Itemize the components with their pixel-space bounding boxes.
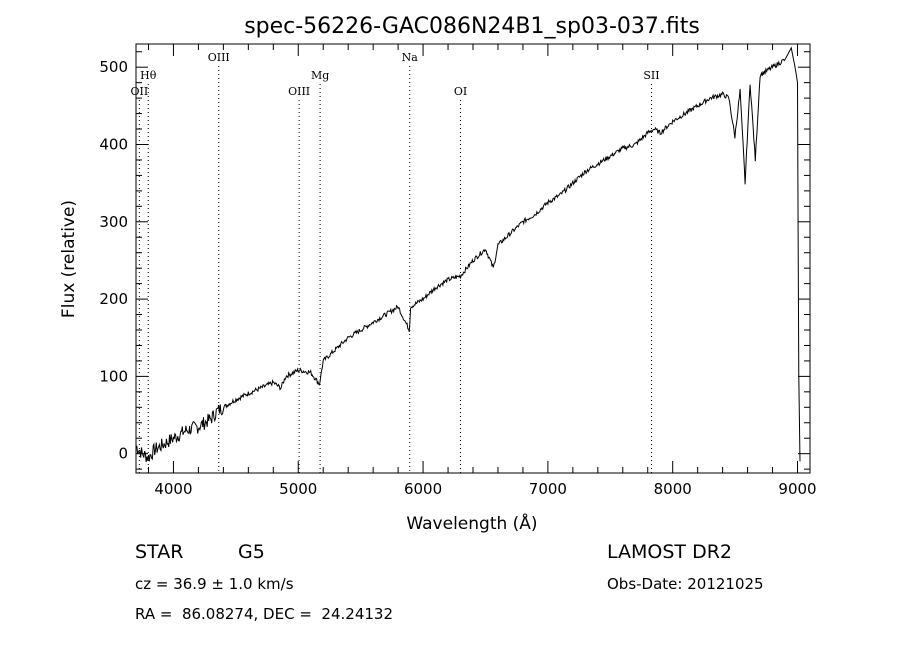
chart-title: spec-56226-GAC086N24B1_sp03-037.fits bbox=[244, 14, 700, 39]
x-axis-label: Wavelength (Å) bbox=[406, 512, 537, 534]
x-tick-label: 7000 bbox=[529, 480, 567, 498]
spectral-line-label: OIII bbox=[208, 51, 230, 64]
object-subclass: G5 bbox=[238, 541, 265, 563]
y-tick-label: 400 bbox=[99, 135, 128, 153]
spectral-line-label: OI bbox=[454, 85, 467, 98]
y-axis-label: Flux (relative) bbox=[59, 200, 79, 318]
plot-area: 4000 5000 6000 7000 8000 9000 0 100 200 300 400 500… bbox=[99, 43, 817, 498]
coordinates: RA = 86.08274, DEC = 24.24132 bbox=[135, 605, 394, 623]
spectral-line-label: OII bbox=[131, 85, 149, 98]
plot-frame bbox=[135, 43, 811, 474]
redshift-info: cz = 36.9 ± 1.0 km/s bbox=[135, 575, 294, 593]
spectral-line-label: Hθ bbox=[140, 69, 157, 82]
y-tick-label: 300 bbox=[99, 213, 128, 231]
object-class: STAR bbox=[135, 541, 184, 563]
y-tick-label: 0 bbox=[118, 445, 128, 463]
spectral-line-label: Mg bbox=[311, 69, 329, 82]
x-tick-label: 6000 bbox=[404, 480, 442, 498]
spectrum-series-line bbox=[136, 46, 801, 463]
survey-name: LAMOST DR2 bbox=[607, 541, 732, 563]
spectral-line-label: Na bbox=[402, 51, 419, 64]
x-tick-label: 8000 bbox=[654, 480, 692, 498]
spectral-line-label: SII bbox=[643, 69, 659, 82]
y-tick-label: 100 bbox=[99, 367, 128, 385]
x-tick-label: 4000 bbox=[154, 480, 192, 498]
spectral-line-label: OIII bbox=[288, 85, 310, 98]
y-tick-label: 200 bbox=[99, 290, 128, 308]
y-tick-label: 500 bbox=[99, 58, 128, 76]
x-tick-label: 9000 bbox=[778, 480, 816, 498]
x-tick-label: 5000 bbox=[279, 480, 317, 498]
obs-date: Obs-Date: 20121025 bbox=[607, 575, 764, 593]
